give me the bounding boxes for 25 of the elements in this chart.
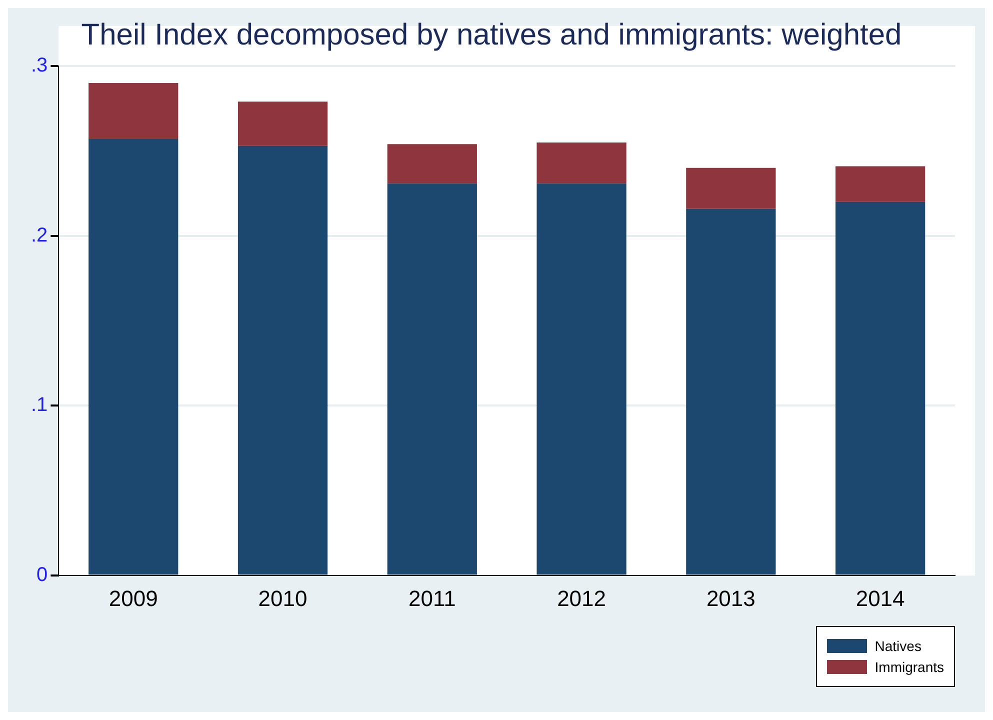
y-tick-label: .1	[30, 394, 48, 416]
x-tick-label: 2009	[108, 586, 158, 611]
y-tick-label: .3	[30, 54, 48, 77]
x-tick-label: 2010	[258, 586, 308, 611]
legend-label: Immigrants	[874, 659, 944, 675]
bar	[686, 168, 776, 209]
bar	[88, 139, 178, 575]
bar	[686, 208, 776, 575]
y-tick-label: .2	[30, 224, 48, 246]
bar	[536, 142, 626, 184]
bar	[238, 102, 328, 146]
x-tick-label: 2013	[706, 586, 756, 611]
bar	[835, 202, 926, 575]
bar	[387, 183, 477, 575]
bar	[835, 166, 926, 202]
bar	[88, 82, 178, 140]
y-tick-label: 0	[36, 564, 48, 586]
chart-title: Theil Index decomposed by natives and immigrants: weighted	[81, 18, 902, 52]
x-tick-label: 2011	[408, 586, 456, 611]
bar	[536, 183, 626, 575]
legend-label: Natives	[874, 638, 922, 654]
x-tick-label: 2014	[856, 586, 905, 611]
bar	[238, 146, 328, 575]
bar	[387, 144, 477, 184]
x-tick-label: 2012	[557, 586, 606, 611]
